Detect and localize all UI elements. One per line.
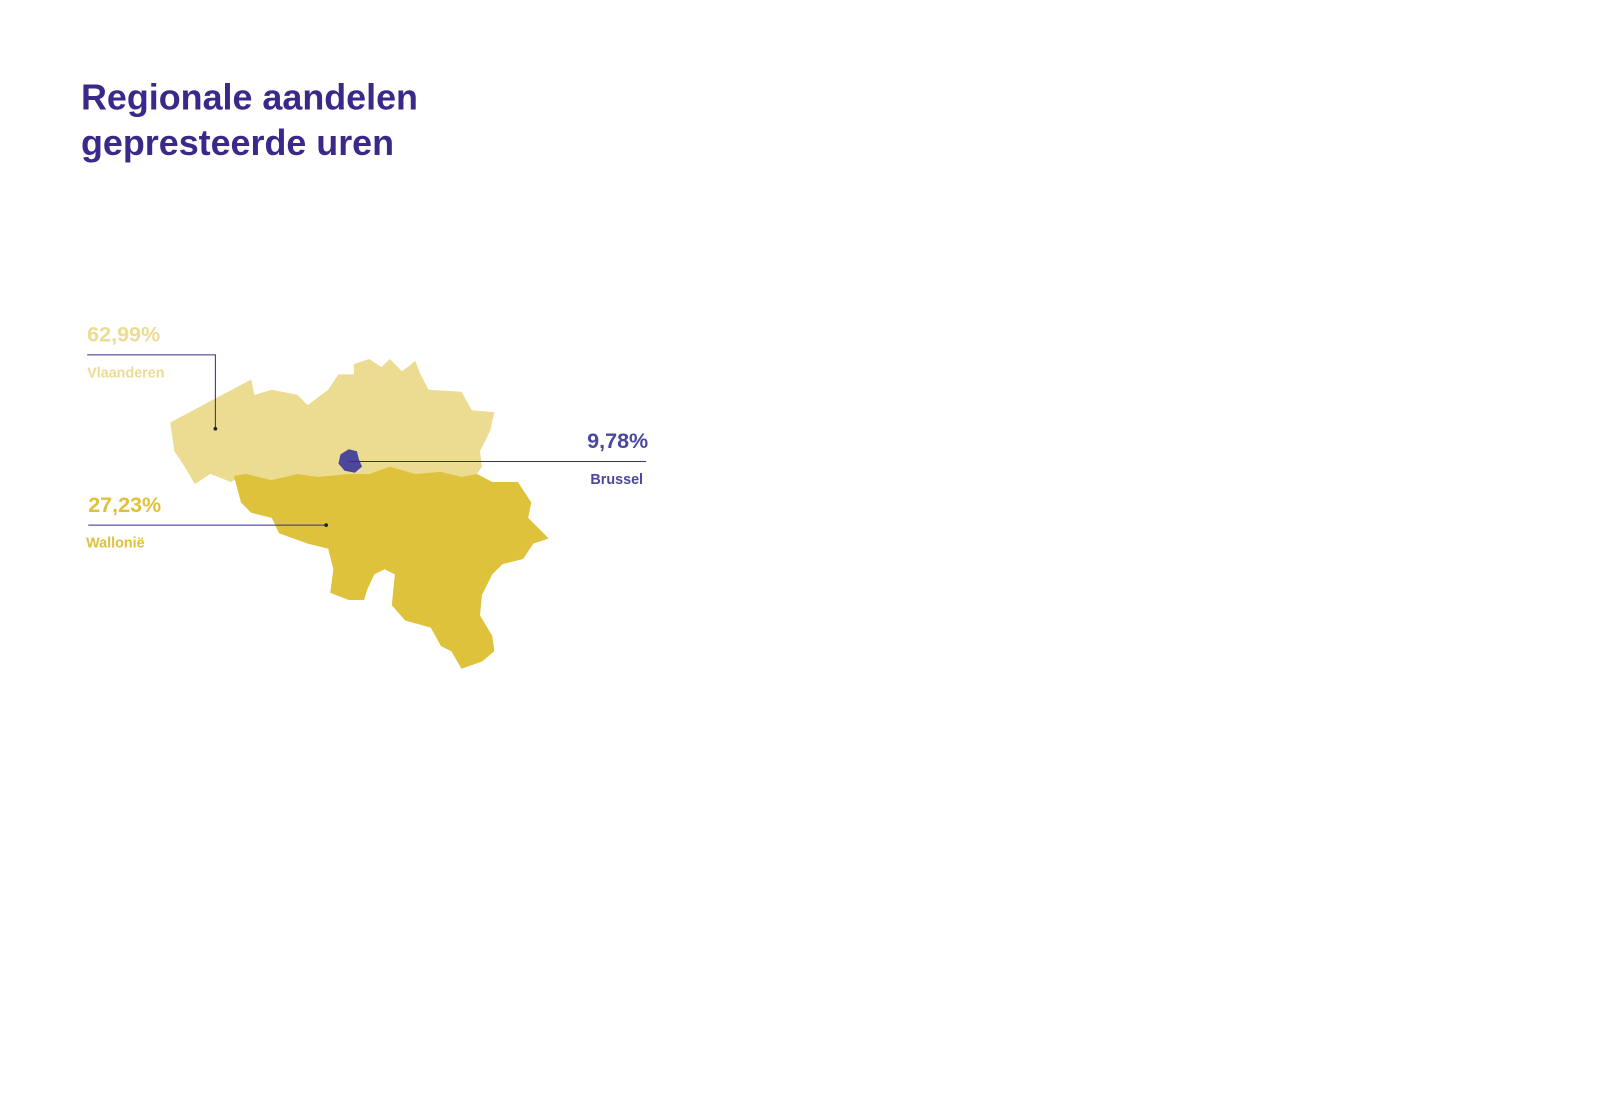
region-share: 9,78% — [587, 429, 648, 453]
region-name: Brussel — [590, 472, 643, 488]
leader-dot — [213, 426, 218, 431]
leader-dot — [324, 523, 328, 527]
region-shape — [170, 358, 495, 485]
region-shape — [233, 466, 549, 669]
content: Regionale aandelen gepresteerde uren 62,… — [81, 78, 648, 669]
title-line: Regionale aandelen — [81, 78, 418, 118]
leader-line — [87, 354, 216, 429]
region-share: 62,99% — [87, 323, 160, 347]
region-name: Vlaanderen — [87, 365, 164, 381]
region-share: 27,23% — [88, 493, 161, 517]
region-name: Wallonië — [86, 536, 144, 552]
title-line: gepresteerde uren — [81, 123, 394, 163]
